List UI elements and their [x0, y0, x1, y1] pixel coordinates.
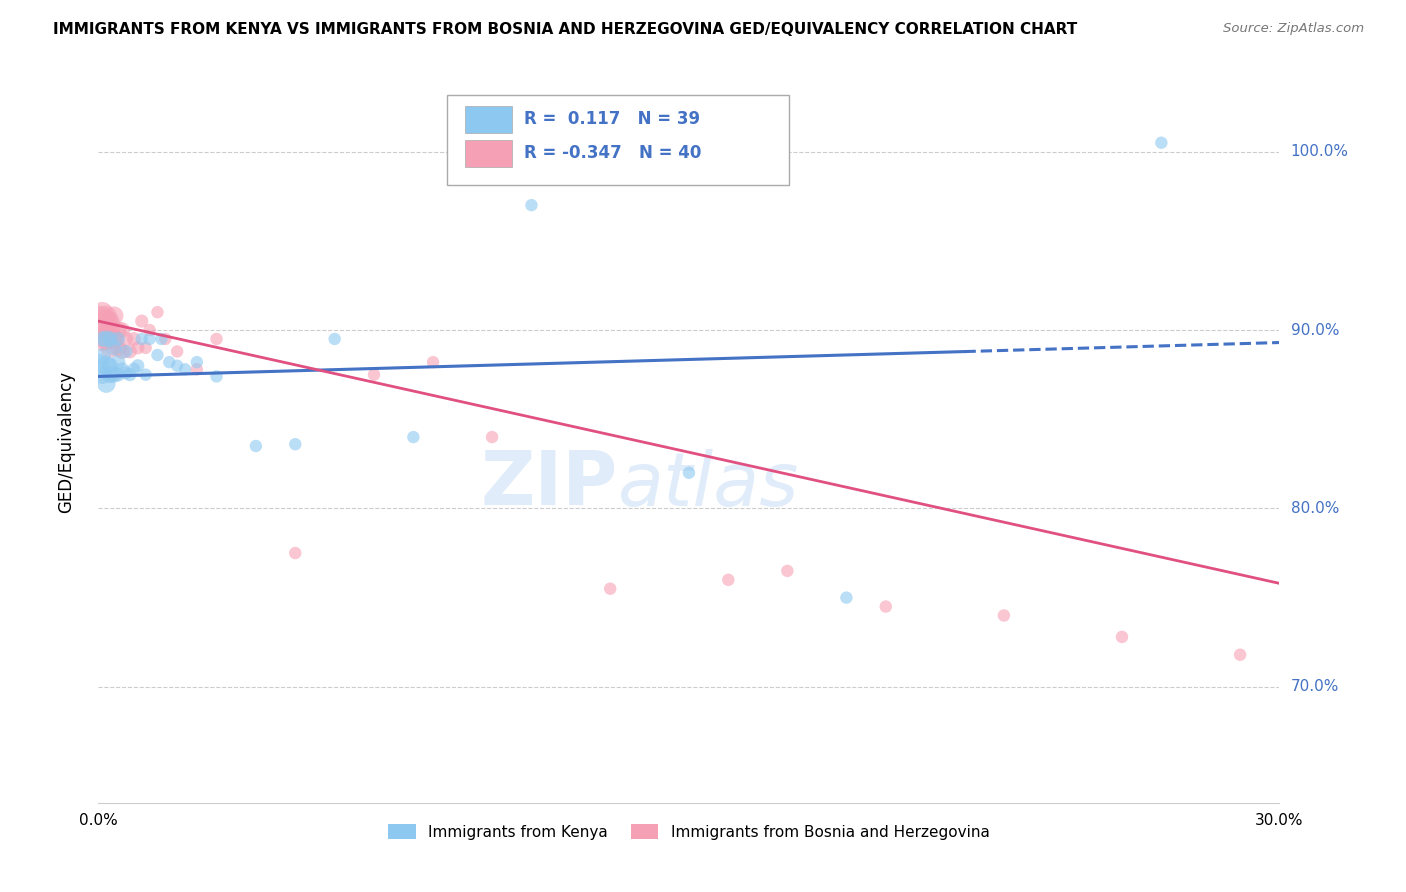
Point: [135, 368, 157, 382]
Point: [91, 332, 114, 346]
Point: [96, 314, 118, 328]
Point: [174, 362, 197, 376]
Point: [717, 573, 740, 587]
Point: [107, 368, 129, 382]
Text: 80.0%: 80.0%: [1291, 501, 1339, 516]
Point: [1229, 648, 1251, 662]
Point: [363, 368, 385, 382]
Point: [166, 359, 188, 373]
Point: [131, 332, 153, 346]
Point: [111, 323, 134, 337]
Point: [91, 332, 114, 346]
Point: [131, 314, 153, 328]
Point: [98, 341, 121, 355]
Point: [111, 344, 134, 359]
Point: [205, 369, 228, 384]
Point: [402, 430, 425, 444]
Point: [481, 430, 503, 444]
Point: [91, 323, 114, 337]
Point: [115, 332, 138, 346]
Point: [146, 348, 169, 362]
Point: [186, 355, 208, 369]
Point: [98, 359, 121, 373]
Point: [98, 314, 121, 328]
Point: [98, 332, 121, 346]
FancyBboxPatch shape: [464, 139, 512, 167]
Text: Source: ZipAtlas.com: Source: ZipAtlas.com: [1223, 22, 1364, 36]
FancyBboxPatch shape: [464, 105, 512, 133]
FancyBboxPatch shape: [447, 95, 789, 185]
Point: [993, 608, 1015, 623]
Point: [118, 368, 141, 382]
Point: [98, 323, 121, 337]
Point: [122, 362, 145, 376]
Point: [127, 341, 149, 355]
Point: [155, 332, 177, 346]
Point: [135, 341, 157, 355]
Point: [96, 376, 118, 391]
Point: [146, 305, 169, 319]
Legend: Immigrants from Kenya, Immigrants from Bosnia and Herzegovina: Immigrants from Kenya, Immigrants from B…: [382, 818, 995, 846]
Point: [157, 355, 180, 369]
Point: [284, 546, 307, 560]
Text: 70.0%: 70.0%: [1291, 680, 1339, 694]
Point: [103, 368, 125, 382]
Point: [1150, 136, 1173, 150]
Point: [835, 591, 858, 605]
Text: IMMIGRANTS FROM KENYA VS IMMIGRANTS FROM BOSNIA AND HERZEGOVINA GED/EQUIVALENCY : IMMIGRANTS FROM KENYA VS IMMIGRANTS FROM…: [53, 22, 1077, 37]
Point: [111, 362, 134, 376]
Point: [103, 332, 125, 346]
Point: [103, 341, 125, 355]
Point: [205, 332, 228, 346]
Point: [91, 368, 114, 382]
Point: [98, 368, 121, 382]
Point: [91, 350, 114, 364]
Point: [245, 439, 267, 453]
Point: [107, 323, 129, 337]
Point: [422, 355, 444, 369]
Point: [166, 344, 188, 359]
Point: [115, 344, 138, 359]
Point: [1111, 630, 1133, 644]
Point: [599, 582, 621, 596]
Point: [284, 437, 307, 451]
Point: [138, 332, 160, 346]
Text: ZIP: ZIP: [481, 449, 619, 522]
Point: [87, 359, 110, 373]
Point: [186, 362, 208, 376]
Point: [96, 359, 118, 373]
Point: [118, 344, 141, 359]
Text: R = -0.347   N = 40: R = -0.347 N = 40: [523, 145, 702, 162]
Point: [127, 359, 149, 373]
Point: [96, 332, 118, 346]
Point: [150, 332, 173, 346]
Text: R =  0.117   N = 39: R = 0.117 N = 39: [523, 111, 700, 128]
Y-axis label: GED/Equivalency: GED/Equivalency: [56, 370, 75, 513]
Point: [520, 198, 543, 212]
Text: 90.0%: 90.0%: [1291, 323, 1339, 337]
Point: [776, 564, 799, 578]
Point: [103, 332, 125, 346]
Point: [96, 309, 118, 323]
Point: [138, 323, 160, 337]
Text: 100.0%: 100.0%: [1291, 145, 1348, 159]
Point: [107, 341, 129, 355]
Point: [875, 599, 897, 614]
Point: [107, 355, 129, 369]
Point: [115, 366, 138, 380]
Point: [323, 332, 346, 346]
Point: [107, 332, 129, 346]
Point: [678, 466, 700, 480]
Point: [122, 332, 145, 346]
Point: [96, 332, 118, 346]
Point: [103, 309, 125, 323]
Point: [87, 314, 110, 328]
Text: atlas: atlas: [619, 449, 800, 521]
Point: [91, 305, 114, 319]
